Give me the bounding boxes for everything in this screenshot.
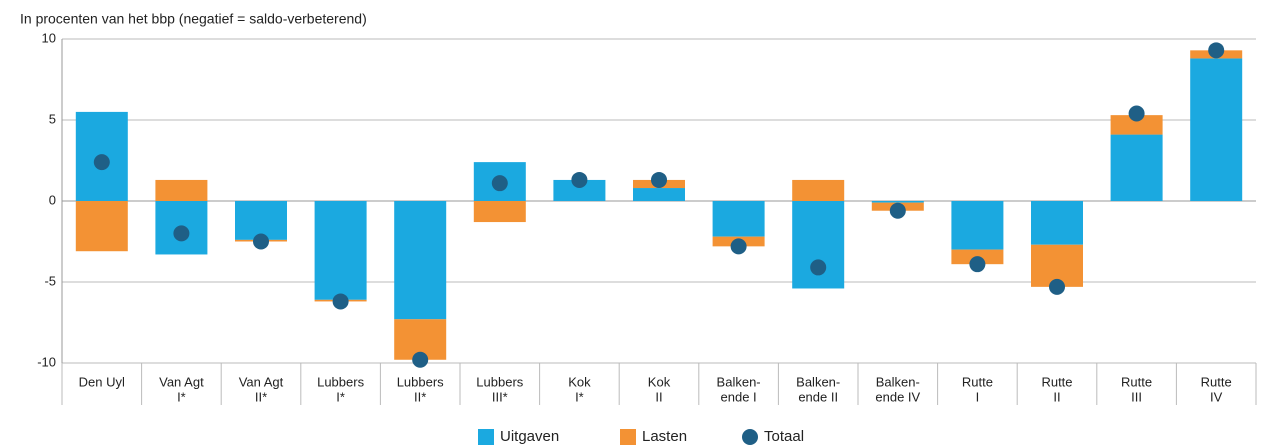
total-dot (173, 225, 190, 242)
y-tick-label: -10 (37, 354, 56, 369)
x-tick-label: Rutte (1121, 374, 1152, 389)
y-tick-label: 5 (49, 111, 56, 126)
legend-marker (620, 429, 636, 445)
bar-segment (314, 201, 367, 300)
total-dot (332, 293, 349, 310)
bar-segment (473, 201, 526, 223)
y-tick-label: 0 (49, 192, 56, 207)
x-tick-label: II (1053, 389, 1060, 404)
x-tick-label: Lubbers (397, 374, 444, 389)
bar-segment (1110, 115, 1163, 135)
total-dot (969, 256, 986, 273)
x-tick-label: Rutte (1041, 374, 1072, 389)
bar-segment (394, 201, 447, 320)
bar-segment (871, 201, 924, 203)
x-tick-label: I* (177, 389, 186, 404)
bar-segment (1190, 58, 1243, 201)
total-dot (1128, 105, 1145, 122)
legend-marker (742, 429, 758, 445)
total-dot (571, 171, 588, 188)
x-tick-label: Van Agt (159, 374, 204, 389)
total-dot (253, 233, 269, 250)
bar-segment (1110, 134, 1163, 201)
legend-marker (478, 429, 494, 445)
bar-segment (1031, 201, 1083, 245)
x-tick-label: I* (336, 389, 345, 404)
total-dot (412, 351, 429, 368)
total-dot (93, 154, 110, 171)
bar-segment (792, 179, 845, 201)
legend-label: Totaal (764, 428, 804, 445)
total-dot (1049, 278, 1065, 295)
x-tick-label: ende II (798, 389, 838, 404)
x-tick-label: Lubbers (317, 374, 364, 389)
x-tick-label: Den Uyl (79, 374, 125, 389)
bar-segment (712, 201, 765, 237)
total-dot (651, 171, 667, 188)
bar-segment (75, 201, 128, 252)
x-tick-label: I* (575, 389, 584, 404)
x-tick-label: II (655, 389, 662, 404)
x-tick-label: ende IV (875, 389, 920, 404)
x-tick-label: I (976, 389, 980, 404)
bar-segment (155, 179, 208, 201)
x-tick-label: ende I (721, 389, 757, 404)
x-tick-label: III (1131, 389, 1142, 404)
x-tick-label: Rutte (962, 374, 993, 389)
bar-segment (633, 188, 685, 201)
x-tick-label: Balken- (876, 374, 920, 389)
y-tick-label: -5 (44, 273, 56, 288)
x-tick-label: Balken- (717, 374, 761, 389)
bar-segment (553, 179, 606, 201)
x-tick-label: Balken- (796, 374, 840, 389)
x-tick-label: Van Agt (239, 374, 284, 389)
x-tick-label: II* (255, 389, 267, 404)
chart-title: In procenten van het bbp (negatief = sal… (20, 11, 367, 27)
legend-label: Lasten (642, 428, 687, 445)
x-tick-label: Lubbers (476, 374, 523, 389)
bar-segment (951, 201, 1004, 250)
x-tick-label: Kok (568, 374, 591, 389)
total-dot (1208, 42, 1225, 59)
x-tick-label: Rutte (1201, 374, 1232, 389)
x-tick-label: IV (1210, 389, 1223, 404)
x-tick-label: III* (492, 389, 508, 404)
bar-segment (235, 201, 287, 240)
x-tick-label: II* (414, 389, 426, 404)
total-dot (810, 259, 827, 276)
x-tick-label: Kok (648, 374, 671, 389)
legend-label: Uitgaven (500, 428, 559, 445)
y-tick-label: 10 (42, 30, 56, 45)
total-dot (730, 238, 747, 255)
total-dot (491, 175, 508, 192)
total-dot (889, 202, 906, 219)
